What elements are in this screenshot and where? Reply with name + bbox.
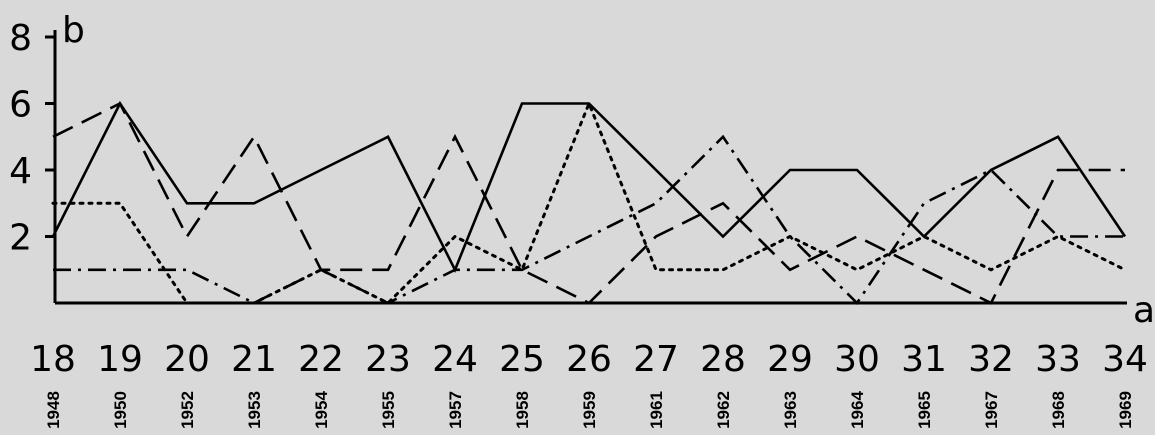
series-line-solid — [51, 100, 1127, 273]
x-tick-label: 28 — [700, 339, 746, 380]
series-layer — [51, 99, 1127, 306]
x-tick-label: 33 — [1035, 339, 1081, 380]
year-label: 1953 — [245, 391, 264, 429]
x-tick-label: 23 — [365, 339, 411, 380]
year-label: 1968 — [1049, 391, 1068, 429]
y-tick-label: 2 — [9, 218, 32, 259]
y-tick-label: 8 — [9, 18, 32, 59]
series-line-dashed — [52, 101, 1125, 305]
x-tick-label: 18 — [30, 339, 76, 380]
x-axis-label: a — [1133, 290, 1155, 331]
year-label: 1967 — [982, 391, 1001, 429]
y-tick-label: 6 — [9, 85, 32, 126]
year-label: 1969 — [1116, 391, 1135, 429]
year-label: 1962 — [714, 391, 733, 429]
year-label: 1955 — [379, 391, 398, 429]
y-axis-label: b — [62, 10, 85, 51]
x-tick-label: 31 — [901, 339, 947, 380]
year-label: 1959 — [580, 391, 599, 429]
x-tick-label: 29 — [767, 339, 813, 380]
year-label: 1965 — [915, 391, 934, 429]
x-tick-label: 32 — [968, 339, 1014, 380]
year-label: 1964 — [848, 391, 867, 429]
x-tick-label: 24 — [432, 339, 478, 380]
year-label: 1950 — [111, 391, 130, 429]
x-tick-label: 20 — [164, 339, 210, 380]
year-label: 1954 — [312, 391, 331, 429]
x-tick-label: 26 — [566, 339, 612, 380]
year-label: 1957 — [446, 391, 465, 429]
x-tick-label: 21 — [231, 339, 277, 380]
x-tick-label: 25 — [499, 339, 545, 380]
year-label: 1958 — [513, 391, 532, 429]
x-tick-label: 27 — [633, 339, 679, 380]
x-tick-label: 22 — [298, 339, 344, 380]
year-label: 1948 — [44, 391, 63, 429]
y-tick-label: 4 — [9, 151, 32, 192]
axes — [45, 30, 1127, 305]
x-tick-label: 34 — [1102, 339, 1148, 380]
year-label: 1963 — [781, 391, 800, 429]
year-label: 1952 — [178, 391, 197, 429]
x-tick-label: 19 — [97, 339, 143, 380]
labels-layer: 8 6 4 2 b a 18 19 20 21 22 23 24 25 26 27 28 29 30 31 32 33 34… — [9, 10, 1155, 429]
year-label: 1961 — [647, 391, 666, 429]
series-line-dash-dot — [53, 134, 1125, 306]
x-tick-label: 30 — [834, 339, 880, 380]
